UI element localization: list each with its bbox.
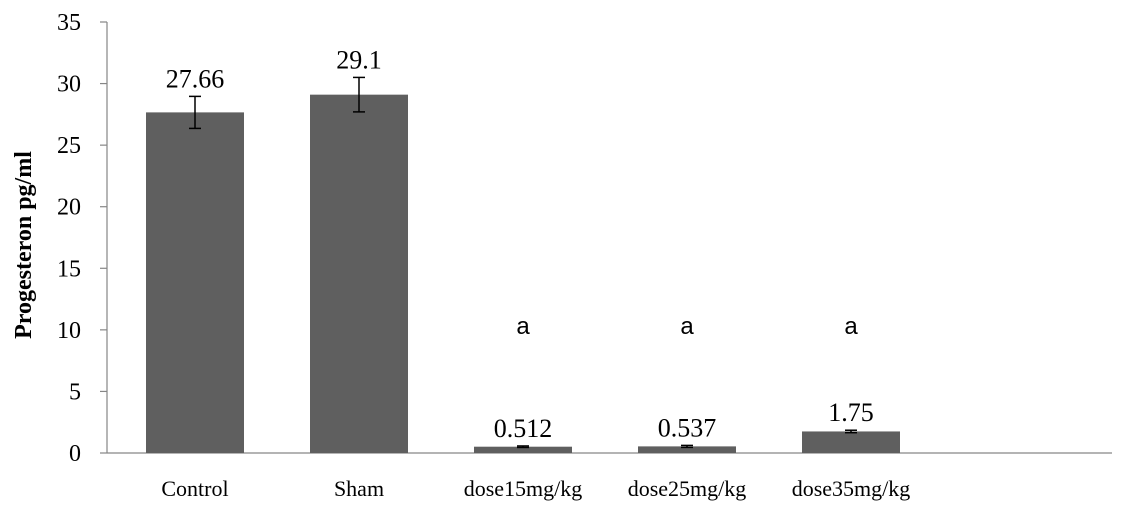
data-label: 1.75 <box>828 398 874 427</box>
y-tick-label: 5 <box>69 379 81 405</box>
x-tick-label: dose15mg/kg <box>464 476 583 501</box>
significance-label: a <box>680 313 694 340</box>
data-label: 0.537 <box>658 413 717 442</box>
bars <box>146 94 900 454</box>
y-tick-label: 15 <box>57 256 81 282</box>
y-tick-label: 25 <box>57 133 81 159</box>
data-labels: 27.66 29.1 0.512 a 0.537 a 1.75 a <box>166 45 874 443</box>
bar <box>146 112 244 454</box>
y-tick-label: 20 <box>57 195 81 221</box>
significance-label: a <box>844 313 858 340</box>
bar <box>802 431 900 453</box>
y-tick-label: 30 <box>57 72 81 98</box>
y-axis: 0 5 10 15 20 25 30 35 <box>57 10 108 467</box>
data-label: 0.512 <box>494 414 553 443</box>
x-tick-label: Control <box>161 476 228 501</box>
x-tick-label: Sham <box>334 476 384 501</box>
data-label: 29.1 <box>336 45 382 74</box>
bar <box>474 446 572 453</box>
data-label: 27.66 <box>166 64 225 93</box>
y-tick-label: 0 <box>69 441 81 467</box>
y-axis-title: Progesteron pg/ml <box>11 151 37 339</box>
y-tick-label: 35 <box>57 10 81 36</box>
x-tick-label: dose35mg/kg <box>792 476 911 501</box>
bar <box>310 94 408 453</box>
x-tick-label: dose25mg/kg <box>628 476 747 501</box>
significance-label: a <box>516 313 530 340</box>
y-tick-label: 10 <box>57 318 81 344</box>
x-axis: Control Sham dose15mg/kg dose25mg/kg dose35m… <box>107 452 1112 501</box>
bar <box>638 446 736 453</box>
error-bars <box>189 76 857 449</box>
